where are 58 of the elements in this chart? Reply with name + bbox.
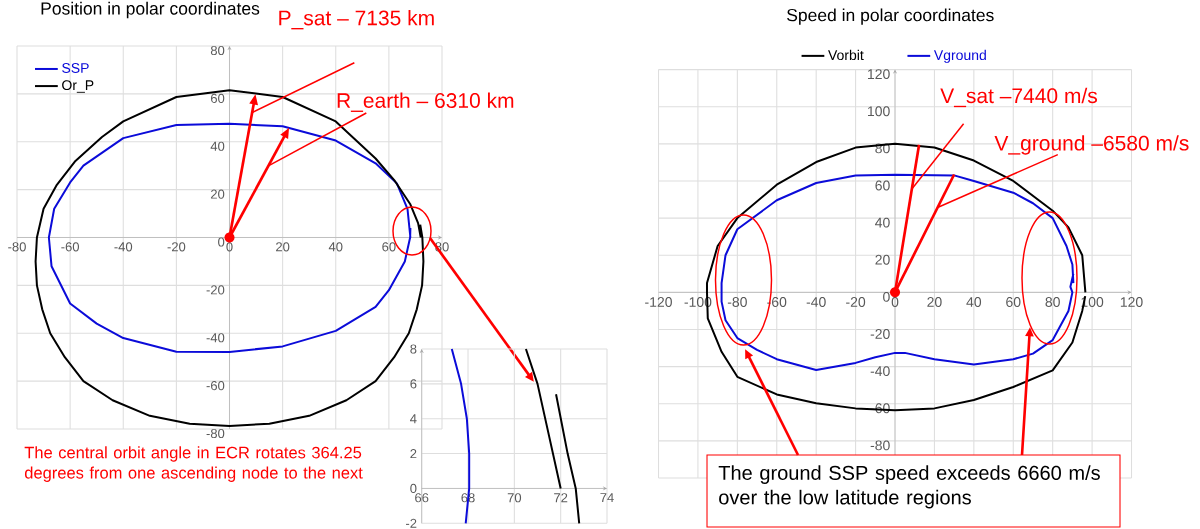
y-tick-label: 80 [210, 45, 225, 56]
y-tick-label: -40 [870, 366, 890, 377]
x-tick-label: 80 [1045, 297, 1060, 307]
legend-label: Vground [933, 49, 986, 63]
x-tick-label: 66 [415, 493, 429, 503]
x-tick-label: 0 [226, 242, 233, 252]
x-tick-label: 74 [600, 493, 614, 503]
y-tick-label: 40 [210, 141, 225, 151]
text: P_sat – 7135 km [279, 9, 434, 30]
x-tick-label: -20 [167, 242, 186, 252]
x-tick-label: 120 [1120, 297, 1143, 307]
annotation: The ground SSP speed exceeds 6660 m/s over the low latitude regions [718, 465, 1100, 509]
y-tick-label: -80 [206, 428, 225, 439]
x-tick-label: -80 [8, 242, 26, 252]
x-tick-label: 60 [1006, 297, 1021, 307]
legend-label: SSP [62, 63, 89, 73]
y-tick-label: 20 [875, 254, 890, 265]
y-tick-label: -2 [406, 518, 417, 528]
legend-label: Or_P [62, 80, 94, 93]
y-tick-label: 40 [875, 217, 890, 228]
chart-title: Position in polar coordinates [41, 1, 260, 19]
x-tick-label: -120 [645, 297, 672, 307]
legend-label: Vorbit [828, 49, 864, 61]
y-tick-label: 60 [211, 93, 225, 103]
y-tick-label: 0 [410, 483, 417, 494]
x-tick-label: -40 [114, 242, 133, 252]
y-tick-label: 20 [210, 189, 225, 199]
y-tick-label: 8 [410, 344, 417, 354]
y-tick-label: 4 [410, 414, 417, 424]
y-tick-label: -60 [206, 381, 225, 391]
x-tick-label: 40 [966, 297, 982, 307]
annotation: V_ground –6580 m/s [994, 135, 1189, 155]
x-tick-label: 40 [328, 242, 343, 252]
x-tick-label: 72 [554, 493, 568, 503]
x-tick-label: 20 [276, 242, 290, 252]
x-tick-label: -60 [61, 242, 80, 252]
x-tick-label: 60 [382, 242, 396, 252]
y-tick-label: -20 [206, 285, 225, 295]
y-tick-label: -80 [870, 440, 890, 451]
x-tick-label: 0 [891, 297, 899, 307]
y-tick-label: 100 [868, 106, 890, 117]
annotation: V_sat –7440 m/s [940, 87, 1098, 108]
x-tick-label: -20 [846, 297, 866, 307]
annotation: R_earth – 6310 km [337, 92, 514, 112]
line-series [555, 393, 581, 525]
line-series [524, 347, 562, 490]
y-tick-label: 120 [868, 69, 890, 80]
x-tick-label: 20 [927, 297, 942, 307]
y-tick-label: -20 [870, 329, 890, 339]
y-tick-label: 6 [410, 379, 417, 389]
x-tick-label: -40 [806, 297, 826, 307]
y-tick-label: 2 [410, 449, 417, 459]
text: The central orbit angle in ECR rotates 364.25 degrees from one ascending node to the next [24, 446, 363, 482]
y-tick-label: -40 [206, 333, 225, 343]
chart-title: Speed in polar coordinates [787, 8, 994, 25]
x-tick-label: 70 [507, 493, 522, 503]
y-tick-label: 60 [875, 180, 890, 191]
x-tick-label: -80 [727, 297, 747, 307]
